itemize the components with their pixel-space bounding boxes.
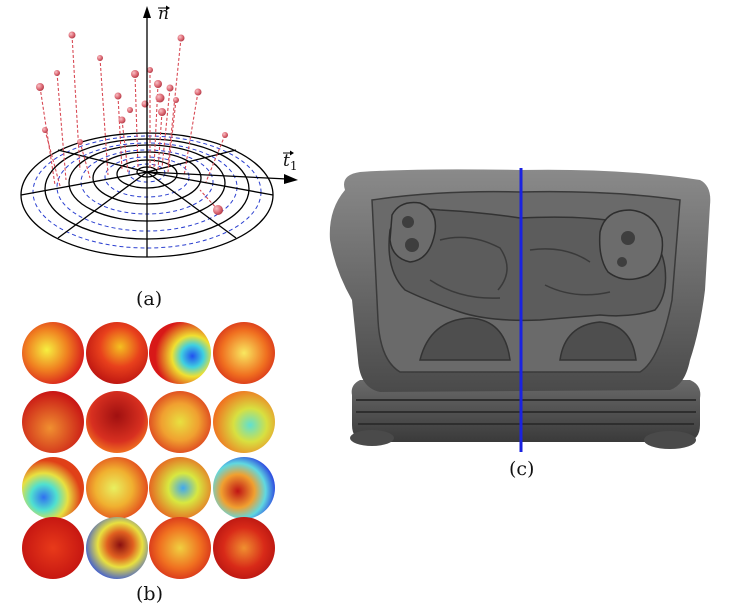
panel-a: n t1 (a) — [20, 4, 298, 310]
heatmap-disk — [22, 517, 84, 579]
tangent-axis — [146, 171, 298, 184]
caption-c: (c) — [509, 458, 534, 480]
tangent-axis-label: t1 — [283, 151, 297, 173]
heatmap-disk — [86, 517, 148, 579]
heatmap-disk — [22, 457, 84, 519]
panel-b: (b) — [22, 322, 275, 605]
heatmap-disk — [213, 457, 275, 519]
spikes — [39, 34, 226, 211]
heatmap-disk — [213, 517, 275, 579]
normal-axis — [143, 6, 151, 172]
heatmap-disk — [213, 391, 275, 453]
panel-c: (c) — [329, 168, 711, 480]
heatmap-disk — [149, 517, 211, 579]
heatmap-disk — [22, 322, 84, 384]
caption-b: (b) — [136, 583, 163, 605]
heatmap-disk — [22, 391, 84, 453]
heatmap-disk — [149, 457, 211, 519]
heatmap-disk — [86, 322, 148, 384]
spike-heads — [36, 31, 228, 215]
heatmap-disk — [149, 322, 211, 384]
heatmap-disk — [86, 457, 148, 519]
normal-axis-label: n — [158, 4, 169, 24]
heatmap-disk — [86, 391, 148, 453]
heatmap-grid — [22, 322, 275, 579]
heatmap-disk — [149, 391, 211, 453]
caption-a: (a) — [136, 288, 162, 310]
heatmap-disk — [213, 322, 275, 384]
